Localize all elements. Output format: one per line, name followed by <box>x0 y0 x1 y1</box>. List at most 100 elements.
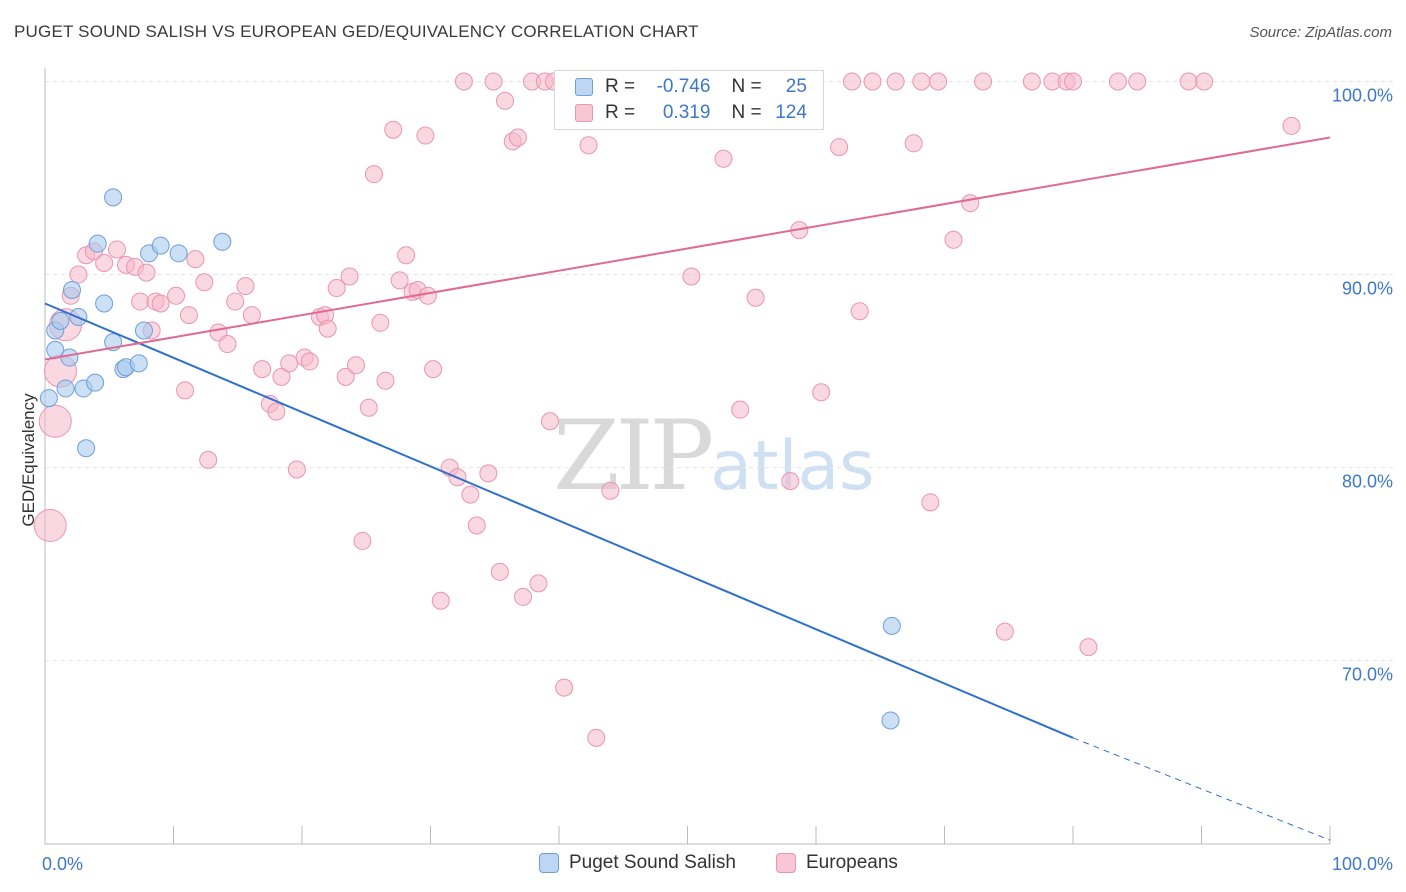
point-europeans <box>371 313 390 332</box>
europeans-n-label: N = <box>731 102 762 123</box>
chart-title: PUGET SOUND SALISH VS EUROPEAN GED/EQUIV… <box>14 22 699 41</box>
point-europeans <box>830 138 849 157</box>
point-europeans <box>484 72 503 91</box>
source-label: Source: ZipAtlas.com <box>1249 24 1392 41</box>
point-europeans <box>682 267 701 286</box>
legend-label-europeans: Europeans <box>806 852 898 873</box>
point-europeans <box>176 381 195 400</box>
point-europeans <box>416 126 435 145</box>
point-europeans <box>886 72 905 91</box>
point-europeans <box>253 360 272 379</box>
point-europeans <box>353 531 372 550</box>
point-europeans <box>479 464 498 483</box>
watermark-atlas: atlas <box>710 427 875 506</box>
point-puget-sound-salish <box>95 294 114 313</box>
trend-line-europeans <box>44 136 1331 361</box>
legend-label-salish: Puget Sound Salish <box>569 852 736 873</box>
point-europeans <box>850 302 869 321</box>
stats-row-salish: R = -0.746 N = 25 <box>575 75 807 99</box>
series-legend: Puget Sound Salish Europeans <box>0 852 1406 878</box>
grid <box>45 81 1393 662</box>
point-puget-sound-salish <box>129 354 148 373</box>
y-tick-labels: 70.0% 80.0% 90.0% 100.0% <box>1332 86 1393 685</box>
x-tick-label-max: 100.0% <box>1332 854 1393 874</box>
legend-item-europeans[interactable]: Europeans <box>776 852 898 874</box>
trend-line-salish-extension <box>1072 737 1331 841</box>
point-europeans <box>944 230 963 249</box>
point-puget-sound-salish <box>88 234 107 253</box>
point-europeans <box>1079 638 1098 657</box>
point-puget-sound-salish <box>169 244 188 263</box>
point-europeans <box>514 587 533 606</box>
point-europeans <box>272 367 291 386</box>
y-tick-label: 80.0% <box>1342 472 1393 492</box>
point-puget-sound-salish <box>86 373 105 392</box>
point-europeans <box>974 72 993 91</box>
point-europeans <box>904 134 923 153</box>
watermark-zip: ZIP <box>553 400 714 512</box>
point-europeans <box>186 250 205 269</box>
point-europeans <box>376 371 395 390</box>
point-europeans <box>33 508 67 542</box>
point-europeans <box>195 273 214 292</box>
point-europeans <box>812 383 831 402</box>
legend-swatch-europeans <box>776 853 796 873</box>
europeans-r-value: 0.319 <box>662 102 711 123</box>
point-europeans <box>601 481 620 500</box>
watermark: ZIPatlas <box>553 400 875 512</box>
point-puget-sound-salish <box>77 439 96 458</box>
point-europeans <box>364 165 383 184</box>
point-puget-sound-salish <box>134 321 153 340</box>
point-europeans <box>508 128 527 147</box>
legend-item-salish[interactable]: Puget Sound Salish <box>539 852 736 874</box>
point-europeans <box>1128 72 1147 91</box>
point-europeans <box>179 306 198 325</box>
point-europeans <box>300 352 319 371</box>
europeans-r-label: R = <box>605 102 636 123</box>
point-europeans <box>242 306 261 325</box>
point-europeans <box>995 622 1014 641</box>
point-europeans <box>454 72 473 91</box>
stats-row-europeans: R = 0.319 N = 124 <box>575 101 807 125</box>
point-europeans <box>390 271 409 290</box>
europeans-n-value: 124 <box>775 102 807 123</box>
point-puget-sound-salish <box>882 616 901 635</box>
salish-r-label: R = <box>605 76 636 97</box>
point-europeans <box>1022 72 1041 91</box>
point-europeans <box>424 360 443 379</box>
point-europeans <box>287 460 306 479</box>
point-europeans <box>38 404 72 438</box>
point-europeans <box>267 402 286 421</box>
point-europeans <box>318 319 337 338</box>
point-europeans <box>280 354 299 373</box>
point-europeans <box>218 335 237 354</box>
point-europeans <box>431 591 450 610</box>
salish-r-value: -0.746 <box>656 76 711 97</box>
point-puget-sound-salish <box>60 348 79 367</box>
point-europeans <box>236 277 255 296</box>
axes <box>44 68 1330 845</box>
point-europeans <box>226 292 245 311</box>
point-europeans <box>529 574 548 593</box>
point-europeans <box>929 72 948 91</box>
y-axis-label: GED/Equivalency <box>19 393 38 527</box>
point-europeans <box>541 412 560 431</box>
x-ticks <box>44 826 1331 844</box>
point-europeans <box>1179 72 1198 91</box>
point-europeans <box>1064 72 1082 91</box>
legend-swatch-salish <box>539 853 559 873</box>
stats-legend: R = -0.746 N = 25 R = 0.319 N = 124 <box>554 70 824 130</box>
point-europeans <box>496 91 515 110</box>
point-europeans <box>714 149 733 168</box>
point-puget-sound-salish <box>213 232 232 251</box>
point-europeans <box>579 136 598 155</box>
salish-swatch <box>575 78 593 96</box>
point-puget-sound-salish <box>56 379 75 398</box>
point-puget-sound-salish <box>881 711 900 730</box>
point-europeans <box>1108 72 1127 91</box>
y-tick-label: 100.0% <box>1332 86 1393 106</box>
point-europeans <box>912 72 931 91</box>
point-europeans <box>1195 72 1214 91</box>
point-europeans <box>340 267 359 286</box>
